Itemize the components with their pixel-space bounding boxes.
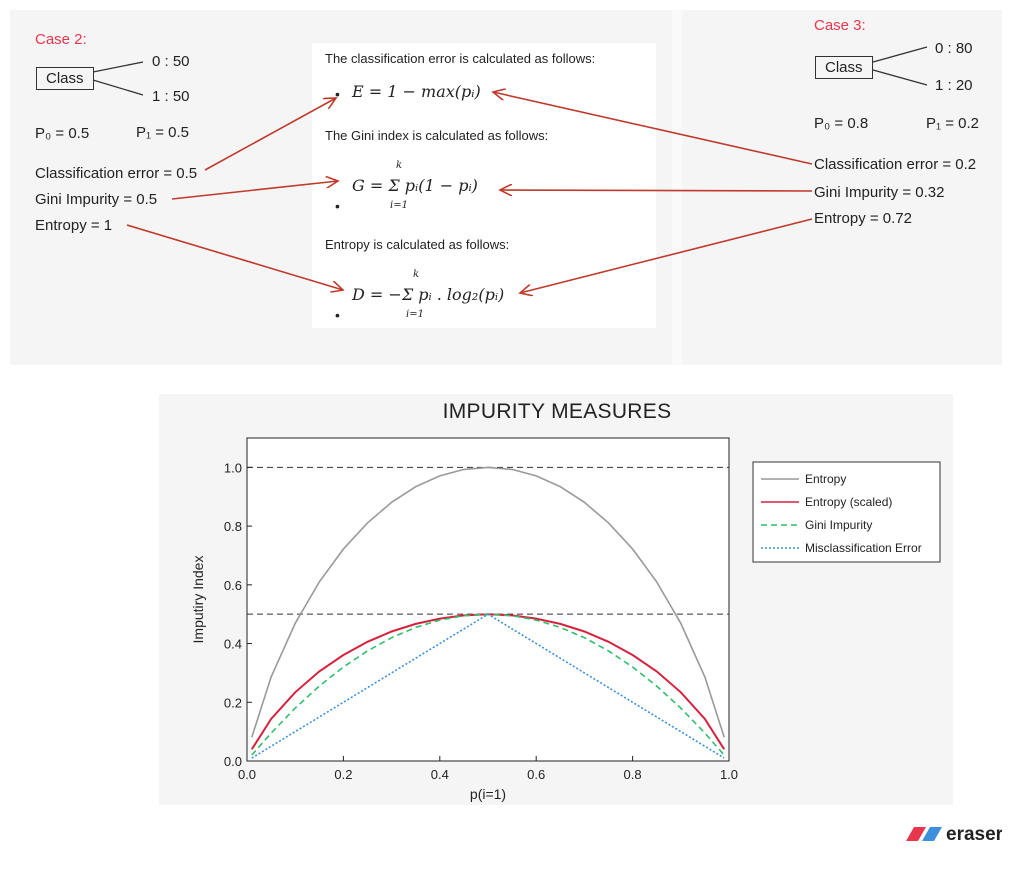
plot-area bbox=[246, 437, 730, 762]
case2-branch-top bbox=[92, 61, 144, 73]
y-tick-label-3: 0.6 bbox=[224, 578, 242, 593]
y-tick-label-2: 0.4 bbox=[224, 637, 242, 652]
error-bullet: • bbox=[335, 86, 340, 102]
panel-divider bbox=[672, 10, 682, 365]
case2-classification-error: Classification error = 0.5 bbox=[35, 165, 198, 182]
legend-label-0: Entropy bbox=[805, 472, 846, 486]
case3-branch-bottom bbox=[872, 69, 928, 86]
arrow-case3-entropy bbox=[520, 218, 813, 293]
eraser-logo-mark: eraser bbox=[906, 824, 1004, 845]
eraser-logo: eraser bbox=[902, 823, 1004, 852]
case2-title: Case 2: bbox=[35, 31, 87, 48]
case3-split-bottom: 1 : 20 bbox=[935, 77, 973, 94]
legend-label-3: Misclassification Error bbox=[805, 541, 922, 555]
x-tick-label-1: 0.2 bbox=[334, 767, 352, 782]
error-intro: The classification error is calculated a… bbox=[325, 51, 596, 66]
case2-split-top: 0 : 50 bbox=[152, 53, 190, 70]
legend-label-2: Gini Impurity bbox=[805, 518, 872, 532]
legend-label-1: Entropy (scaled) bbox=[805, 495, 892, 509]
case3-gini: Gini Impurity = 0.32 bbox=[814, 184, 945, 201]
gini-sum-upper: k bbox=[396, 160, 403, 171]
gini-sum-lower: i=1 bbox=[390, 200, 408, 211]
case2-gini: Gini Impurity = 0.5 bbox=[35, 191, 158, 208]
impurity-chart: 0.0 0.2 0.4 0.6 0.8 1.0 0.0 0.2 0.4 0.6 0.8 1.0 p(i=… bbox=[190, 437, 941, 802]
error-equation: E = 1 − max(pᵢ) bbox=[352, 82, 481, 101]
arrow-case2-error bbox=[204, 98, 336, 171]
series-misclassification-error bbox=[251, 613, 725, 759]
chart-title: IMPURITY MEASURES bbox=[442, 400, 672, 423]
gini-intro: The Gini index is calculated as follows: bbox=[325, 128, 549, 143]
x-tick-label-4: 0.8 bbox=[624, 767, 642, 782]
y-tick-label-1: 0.2 bbox=[224, 695, 242, 710]
y-tick-label-0: 0.0 bbox=[224, 754, 242, 769]
case3-entropy: Entropy = 0.72 bbox=[814, 210, 912, 227]
entropy-sum-lower: i=1 bbox=[406, 309, 424, 320]
x-axis-label: p(i=1) bbox=[470, 786, 506, 802]
case2-p0: P₀ = 0.5 bbox=[35, 125, 90, 142]
y-axis-label: Imputiry Index bbox=[190, 556, 206, 644]
y-tick-label-5: 1.0 bbox=[224, 460, 242, 475]
case2-p1: P₁ = 0.5 bbox=[136, 124, 190, 141]
gini-equation: G = Σ pᵢ(1 − pᵢ) bbox=[352, 176, 478, 195]
case2-split-bottom: 1 : 50 bbox=[152, 88, 190, 105]
x-tick-label-0: 0.0 bbox=[238, 767, 256, 782]
case3-classification-error: Classification error = 0.2 bbox=[814, 156, 977, 173]
arrow-case2-gini bbox=[171, 181, 338, 200]
case3-split-top: 0 : 80 bbox=[935, 40, 973, 57]
legend-box bbox=[752, 461, 941, 563]
case2-entropy: Entropy = 1 bbox=[35, 217, 113, 234]
entropy-equation: D = −Σ pᵢ . log₂(pᵢ) bbox=[352, 285, 505, 304]
case3-title: Case 3: bbox=[814, 17, 866, 34]
y-tick-label-4: 0.8 bbox=[224, 519, 242, 534]
arrow-case3-gini bbox=[500, 190, 813, 191]
arrow-case3-error bbox=[493, 92, 813, 165]
entropy-sum-upper: k bbox=[413, 269, 420, 280]
svg-text:eraser: eraser bbox=[946, 824, 1002, 845]
x-tick-label-3: 0.6 bbox=[527, 767, 545, 782]
case2-class-box: Class bbox=[36, 67, 94, 90]
arrows-overlay bbox=[92, 46, 928, 370]
case3-branch-top bbox=[872, 46, 928, 63]
entropy-intro: Entropy is calculated as follows: bbox=[325, 237, 510, 252]
x-tick-label-5: 1.0 bbox=[720, 767, 738, 782]
arrow-case2-entropy bbox=[126, 224, 343, 290]
formula-card bbox=[312, 43, 656, 328]
gini-bullet: • bbox=[335, 198, 340, 214]
case3-p1: P₁ = 0.2 bbox=[926, 115, 980, 132]
case3-class-box: Class bbox=[815, 56, 873, 79]
series-entropy bbox=[251, 466, 725, 738]
case2-branch-bottom bbox=[92, 79, 144, 96]
x-tick-label-2: 0.4 bbox=[431, 767, 449, 782]
entropy-bullet: • bbox=[335, 307, 340, 323]
chart-title-tab bbox=[159, 394, 841, 435]
case3-p0: P₀ = 0.8 bbox=[814, 115, 869, 132]
